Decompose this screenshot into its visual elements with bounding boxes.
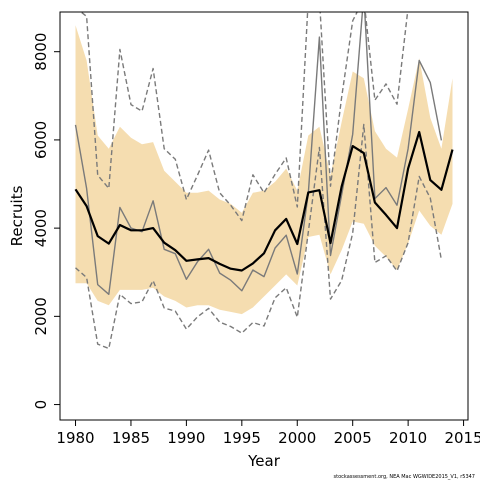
- x-tick-label: 2000: [278, 429, 316, 447]
- credit-text: stockassessment.org, NEA Mac WGWIDE2015_…: [334, 474, 475, 480]
- x-tick-label: 1995: [223, 429, 261, 447]
- y-axis: 0 2000 4000 6000 8000: [32, 33, 60, 410]
- y-tick-label: 0: [32, 400, 50, 410]
- x-tick-label: 1985: [112, 429, 150, 447]
- upper-bound-line: [79, 12, 409, 222]
- plot-frame: [59, 11, 469, 421]
- x-tick-label: 2010: [389, 429, 427, 447]
- x-tick-label: 2015: [444, 429, 480, 447]
- x-tick-label: 2005: [334, 429, 372, 447]
- series-layer: [74, 12, 454, 350]
- confidence-band: [75, 25, 453, 315]
- confidence-band-layer: [75, 25, 453, 315]
- x-tick-label: 1980: [56, 429, 94, 447]
- x-tick-label: 1990: [167, 429, 205, 447]
- y-tick-label: 2000: [32, 297, 50, 335]
- y-axis-title: Recruits: [8, 185, 26, 246]
- y-tick-label: 4000: [32, 209, 50, 247]
- estimate-line: [74, 130, 454, 272]
- x-axis: 1980 1985 1990 1995 2000 2005 2010 2015: [56, 420, 480, 447]
- lower-bound-line: [75, 123, 443, 350]
- y-tick-label: 8000: [32, 33, 50, 71]
- x-axis-title: Year: [247, 452, 281, 470]
- y-tick-label: 6000: [32, 121, 50, 159]
